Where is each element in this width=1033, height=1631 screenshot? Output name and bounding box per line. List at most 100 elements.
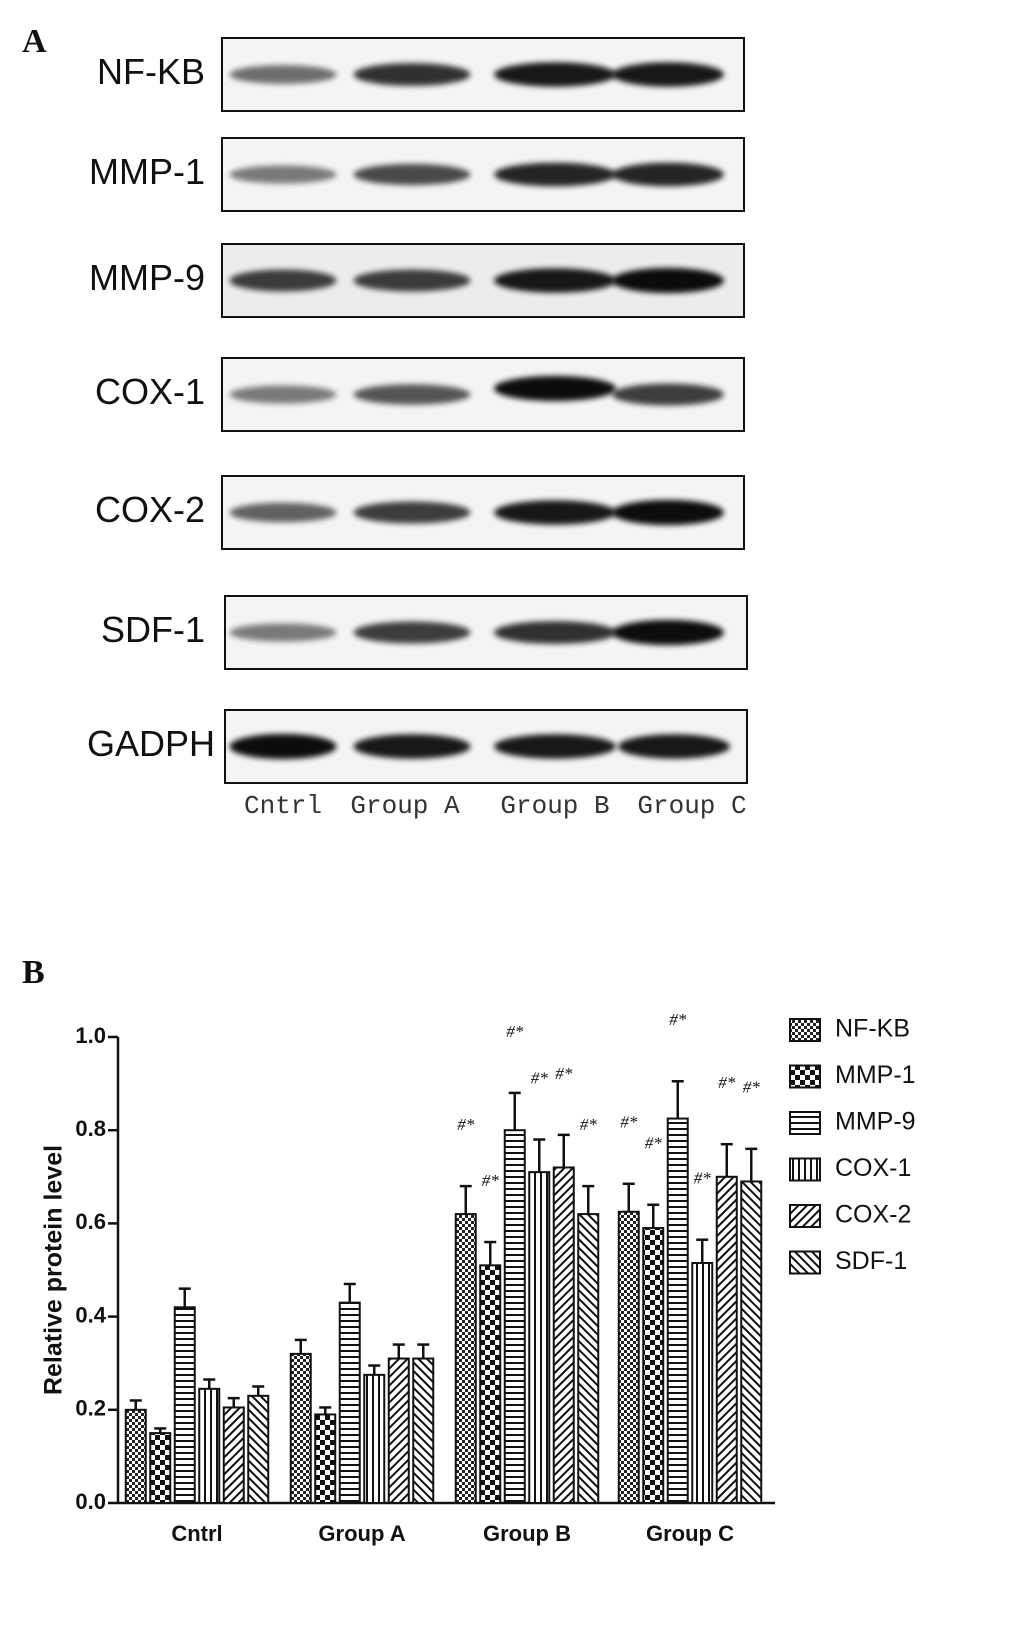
annotation: #* (743, 1078, 761, 1097)
bar (666, 1117, 689, 1505)
bar (412, 1357, 435, 1505)
annotation: #* (531, 1068, 549, 1087)
y-tick-label: 0.0 (75, 1489, 106, 1514)
band (353, 163, 471, 186)
band (494, 500, 616, 525)
bar (691, 1262, 714, 1505)
legend-swatch (789, 1018, 821, 1042)
blot-row-label: COX-2 (95, 489, 205, 530)
bar (528, 1171, 551, 1504)
blot-row-label: MMP-1 (89, 151, 205, 192)
annotation: #* (506, 1022, 524, 1041)
bar (149, 1432, 172, 1504)
legend-swatch (789, 1157, 821, 1182)
annotation: #* (718, 1073, 736, 1092)
x-tick-label: Group C (646, 1521, 734, 1546)
x-tick-label: Group A (318, 1521, 405, 1546)
band (494, 268, 616, 293)
bar (338, 1301, 361, 1504)
bar (222, 1406, 245, 1504)
annotation: #* (669, 1010, 687, 1029)
y-tick-label: 0.4 (75, 1302, 106, 1327)
blot-row-label: NF-KB (97, 51, 205, 92)
annotation: #* (645, 1134, 663, 1153)
band (612, 267, 724, 294)
band (612, 383, 724, 406)
band (353, 269, 471, 292)
band (494, 375, 616, 402)
band (494, 62, 616, 87)
lane-label: Cntrl (244, 791, 322, 821)
bar (387, 1357, 410, 1505)
band (229, 502, 337, 523)
y-tick-label: 0.6 (75, 1209, 106, 1234)
band (353, 63, 471, 86)
band (494, 621, 616, 644)
bar (617, 1210, 640, 1504)
bar (503, 1129, 526, 1504)
band (494, 734, 616, 759)
legend-label: NF-KB (835, 1015, 910, 1043)
bar (289, 1352, 312, 1504)
bar (363, 1373, 386, 1504)
bar (552, 1166, 575, 1504)
band (612, 499, 724, 526)
annotation: #* (580, 1115, 598, 1134)
panel-label: A (22, 23, 47, 60)
bar (198, 1387, 221, 1504)
band (229, 623, 337, 642)
panel-label: B (22, 954, 45, 991)
y-axis-label: Relative protein level (40, 1145, 68, 1395)
bar (173, 1306, 196, 1505)
annotation: #* (482, 1171, 500, 1190)
legend-label: MMP-9 (835, 1108, 916, 1136)
lane-label: Group A (350, 791, 460, 821)
band (229, 733, 337, 760)
y-tick-label: 0.8 (75, 1116, 106, 1141)
legend-swatch (789, 1204, 821, 1228)
x-tick-label: Cntrl (171, 1521, 222, 1546)
legend-label: COX-1 (835, 1154, 911, 1182)
band (612, 162, 724, 187)
bar (247, 1394, 270, 1504)
y-tick-label: 0.2 (75, 1396, 106, 1421)
bar (124, 1408, 147, 1505)
annotation: #* (694, 1169, 712, 1188)
blot-row-label: COX-1 (95, 371, 205, 412)
blot-row-label: SDF-1 (101, 609, 205, 650)
annotation: #* (457, 1115, 475, 1134)
bar (479, 1264, 502, 1504)
band (353, 621, 471, 644)
lane-label: Group C (637, 791, 746, 821)
legend-swatch (789, 1250, 821, 1275)
bar (715, 1175, 738, 1505)
lane-label: Group B (500, 791, 609, 821)
bar (454, 1213, 477, 1504)
bar (577, 1213, 600, 1504)
legend-swatch (789, 1111, 821, 1135)
y-tick-label: 1.0 (75, 1023, 106, 1048)
band (353, 734, 471, 759)
bar (642, 1227, 665, 1505)
blot-row-label: GADPH (87, 723, 215, 764)
band (229, 65, 337, 84)
band (353, 501, 471, 524)
annotation: #* (555, 1064, 573, 1083)
band (229, 385, 337, 404)
band (612, 62, 724, 87)
band (229, 269, 337, 292)
bar (740, 1180, 763, 1504)
band (612, 619, 724, 646)
legend-label: COX-2 (835, 1201, 911, 1229)
legend-swatch (789, 1064, 821, 1089)
blot-row-label: MMP-9 (89, 257, 205, 298)
legend-label: MMP-1 (835, 1061, 916, 1089)
band (229, 165, 337, 184)
legend-label: SDF-1 (835, 1247, 907, 1275)
bar (314, 1413, 337, 1504)
x-tick-label: Group B (483, 1521, 571, 1546)
band (494, 162, 616, 187)
band (353, 384, 471, 405)
annotation: #* (620, 1113, 638, 1132)
